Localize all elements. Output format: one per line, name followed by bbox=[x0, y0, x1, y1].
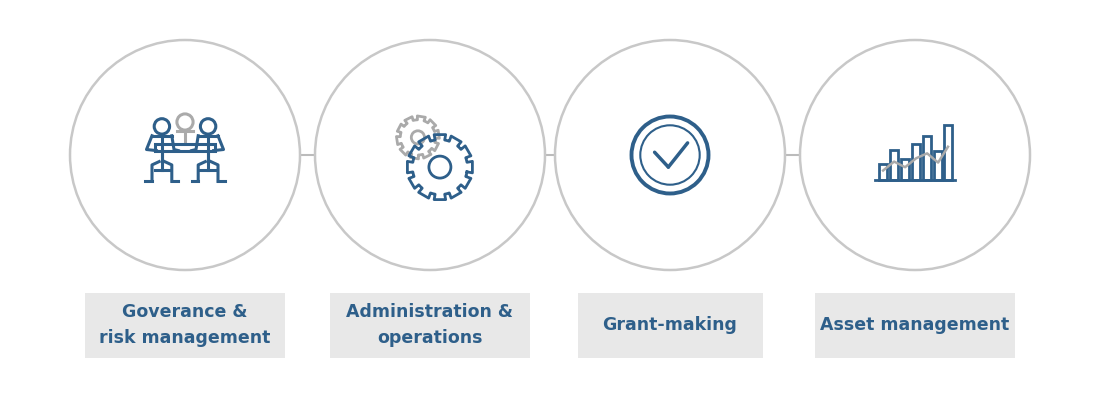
Circle shape bbox=[70, 40, 300, 270]
Bar bbox=[890, 150, 898, 180]
Bar bbox=[155, 144, 216, 150]
Text: Administration &
operations: Administration & operations bbox=[346, 303, 514, 347]
FancyBboxPatch shape bbox=[815, 292, 1015, 358]
Bar bbox=[944, 125, 952, 180]
Bar bbox=[934, 151, 942, 180]
FancyBboxPatch shape bbox=[330, 292, 530, 358]
Bar bbox=[879, 164, 887, 180]
FancyBboxPatch shape bbox=[85, 292, 285, 358]
Text: Goverance &
risk management: Goverance & risk management bbox=[99, 303, 271, 347]
Bar bbox=[901, 159, 909, 180]
Bar bbox=[923, 136, 931, 180]
Circle shape bbox=[556, 40, 785, 270]
Bar bbox=[912, 144, 920, 180]
FancyBboxPatch shape bbox=[578, 292, 762, 358]
Text: Grant-making: Grant-making bbox=[603, 316, 737, 334]
Circle shape bbox=[315, 40, 544, 270]
Text: Asset management: Asset management bbox=[821, 316, 1010, 334]
Circle shape bbox=[800, 40, 1030, 270]
